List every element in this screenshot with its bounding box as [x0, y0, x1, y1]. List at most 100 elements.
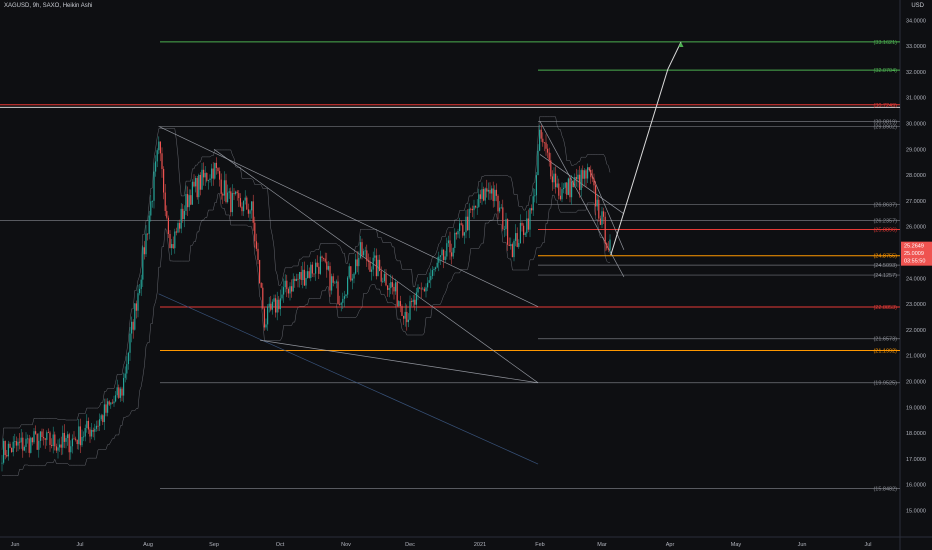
- candle-body: [94, 428, 96, 432]
- candle-body: [382, 281, 384, 283]
- candle-body: [606, 243, 608, 249]
- candle-body: [380, 271, 382, 282]
- level-label: (22.8853): [873, 305, 897, 311]
- level-label: (24.1257): [873, 273, 897, 279]
- candle-body: [559, 195, 561, 200]
- candle-body: [51, 445, 53, 447]
- candle-body: [484, 188, 486, 201]
- x-tick-label: Feb: [535, 542, 544, 548]
- candle-body: [457, 231, 459, 235]
- symbol-title[interactable]: XAGUSD, 9h, SAXO, Heikin Ashi: [4, 3, 93, 9]
- candle-body: [359, 242, 361, 258]
- candle-body: [68, 434, 70, 453]
- candle-body: [430, 276, 432, 281]
- candle-body: [41, 431, 43, 438]
- candle-body: [132, 321, 134, 330]
- lower-band: [2, 193, 610, 476]
- x-tick-label: Aug: [143, 542, 153, 548]
- candle-body: [228, 191, 230, 193]
- candle-body: [321, 256, 323, 259]
- candle-body: [212, 168, 214, 179]
- candle-body: [563, 187, 565, 190]
- candle-body: [100, 415, 102, 420]
- candle-body: [545, 142, 547, 149]
- x-tick-label: Jul: [76, 542, 83, 548]
- candle-body: [158, 141, 160, 151]
- candle-body: [604, 216, 606, 244]
- candle-body: [255, 241, 257, 249]
- candle-body: [271, 301, 273, 310]
- candle-body: [351, 278, 353, 281]
- candle-body: [35, 431, 37, 434]
- candle-body: [177, 223, 179, 233]
- level-label: (33.1621): [873, 40, 897, 46]
- candle-body: [241, 206, 243, 212]
- candle-body: [395, 282, 397, 292]
- candle-body: [137, 293, 139, 311]
- candle-body: [99, 419, 101, 426]
- candle-body: [332, 276, 334, 283]
- candle-body: [502, 207, 504, 230]
- candle-body: [324, 258, 326, 262]
- projection-line: [610, 41, 682, 256]
- candle-body: [103, 404, 105, 423]
- candle-body: [548, 152, 550, 161]
- candle-body: [254, 222, 256, 242]
- candle-body: [558, 183, 560, 196]
- candle-body: [243, 200, 245, 212]
- candle-body: [211, 168, 213, 179]
- candle-body: [519, 222, 521, 244]
- candle-body: [347, 277, 349, 295]
- candle-body: [287, 289, 289, 294]
- candle-body: [329, 266, 331, 291]
- candle-body: [147, 233, 149, 235]
- candle-body: [81, 436, 83, 446]
- projection-path: [610, 41, 684, 256]
- candle-body: [150, 201, 152, 216]
- candle-body: [222, 193, 224, 196]
- level-label: (32.0704): [873, 68, 897, 74]
- candle-body: [459, 223, 461, 232]
- upper-band: [1, 116, 611, 450]
- candle-body: [268, 303, 270, 307]
- candle-body: [79, 426, 81, 446]
- candle-body: [419, 287, 421, 289]
- candle-body: [311, 264, 313, 274]
- candle-body: [499, 207, 501, 212]
- candle-body: [153, 171, 155, 201]
- candle-body: [433, 269, 435, 271]
- candle-body: [334, 282, 336, 284]
- price-axis[interactable]: 15.0000 16.0000 17.0000 18.0000 19.0000 20.00…: [906, 18, 926, 514]
- candle-body: [383, 273, 385, 282]
- candle-body: [1, 462, 3, 464]
- candle-body: [113, 401, 115, 404]
- y-tick-label: 15.0000: [906, 509, 926, 515]
- candle-body: [521, 222, 523, 226]
- envelope-bands: [1, 116, 611, 476]
- candle-body: [227, 192, 229, 203]
- candle-body: [470, 208, 472, 210]
- candle-body: [391, 282, 393, 287]
- candle-body: [294, 278, 296, 281]
- candle-body: [15, 441, 17, 446]
- y-tick-label: 19.0000: [906, 405, 926, 411]
- candle-body: [551, 176, 553, 183]
- candle-body: [575, 177, 577, 180]
- candle-body: [539, 129, 541, 151]
- time-axis[interactable]: Jun Jul Aug Sep Oct Nov Dec 2021 Feb Mar Apr May Jun…: [11, 542, 872, 548]
- candle-body: [369, 261, 371, 272]
- candle-body: [297, 278, 299, 280]
- candle-body: [599, 218, 601, 225]
- candle-body: [569, 178, 571, 198]
- candle-body: [492, 188, 494, 202]
- candle-body: [270, 303, 272, 310]
- level-label: (21.6573): [873, 337, 897, 343]
- candle-body: [475, 205, 477, 208]
- candle-body: [550, 160, 552, 177]
- candle-body: [83, 436, 85, 438]
- candle-body: [263, 308, 265, 328]
- candle-body: [190, 195, 192, 205]
- level-label: (29.8902): [873, 124, 897, 130]
